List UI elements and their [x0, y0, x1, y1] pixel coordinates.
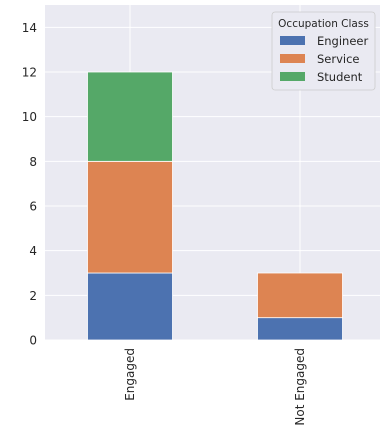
legend-swatch-engineer: [280, 36, 305, 45]
legend-label-service: Service: [317, 52, 360, 66]
y-tick-label: 2: [29, 289, 37, 303]
y-tick-label: 6: [29, 200, 37, 214]
y-tick-label: 12: [22, 66, 37, 80]
y-tick-label: 8: [29, 155, 37, 169]
x-tick-label: Not Engaged: [293, 348, 307, 426]
y-tick-label: 0: [29, 334, 37, 348]
legend: Occupation Class Engineer Service Student: [271, 11, 376, 91]
legend-label-student: Student: [317, 70, 363, 84]
x-axis-ticks: Engaged Not Engaged: [123, 348, 307, 426]
y-axis-ticks: 0 2 4 6 8 10 12 14: [22, 21, 37, 348]
bar-segment-service: [257, 272, 343, 319]
legend-label-engineer: Engineer: [317, 34, 368, 48]
y-tick-label: 14: [22, 21, 37, 35]
legend-swatch-service: [280, 54, 305, 63]
legend-box: [271, 11, 376, 91]
bar-segment-student: [87, 71, 173, 162]
legend-title: Occupation Class: [278, 18, 369, 30]
bar-segment-service: [87, 160, 173, 274]
bar-segment-engineer: [87, 272, 173, 341]
bars-layer: [87, 71, 343, 341]
legend-swatch-student: [280, 72, 305, 81]
y-tick-label: 10: [22, 110, 37, 124]
x-tick-label: Engaged: [123, 348, 137, 401]
bar-segment-engineer: [257, 317, 343, 341]
y-tick-label: 4: [29, 244, 37, 258]
